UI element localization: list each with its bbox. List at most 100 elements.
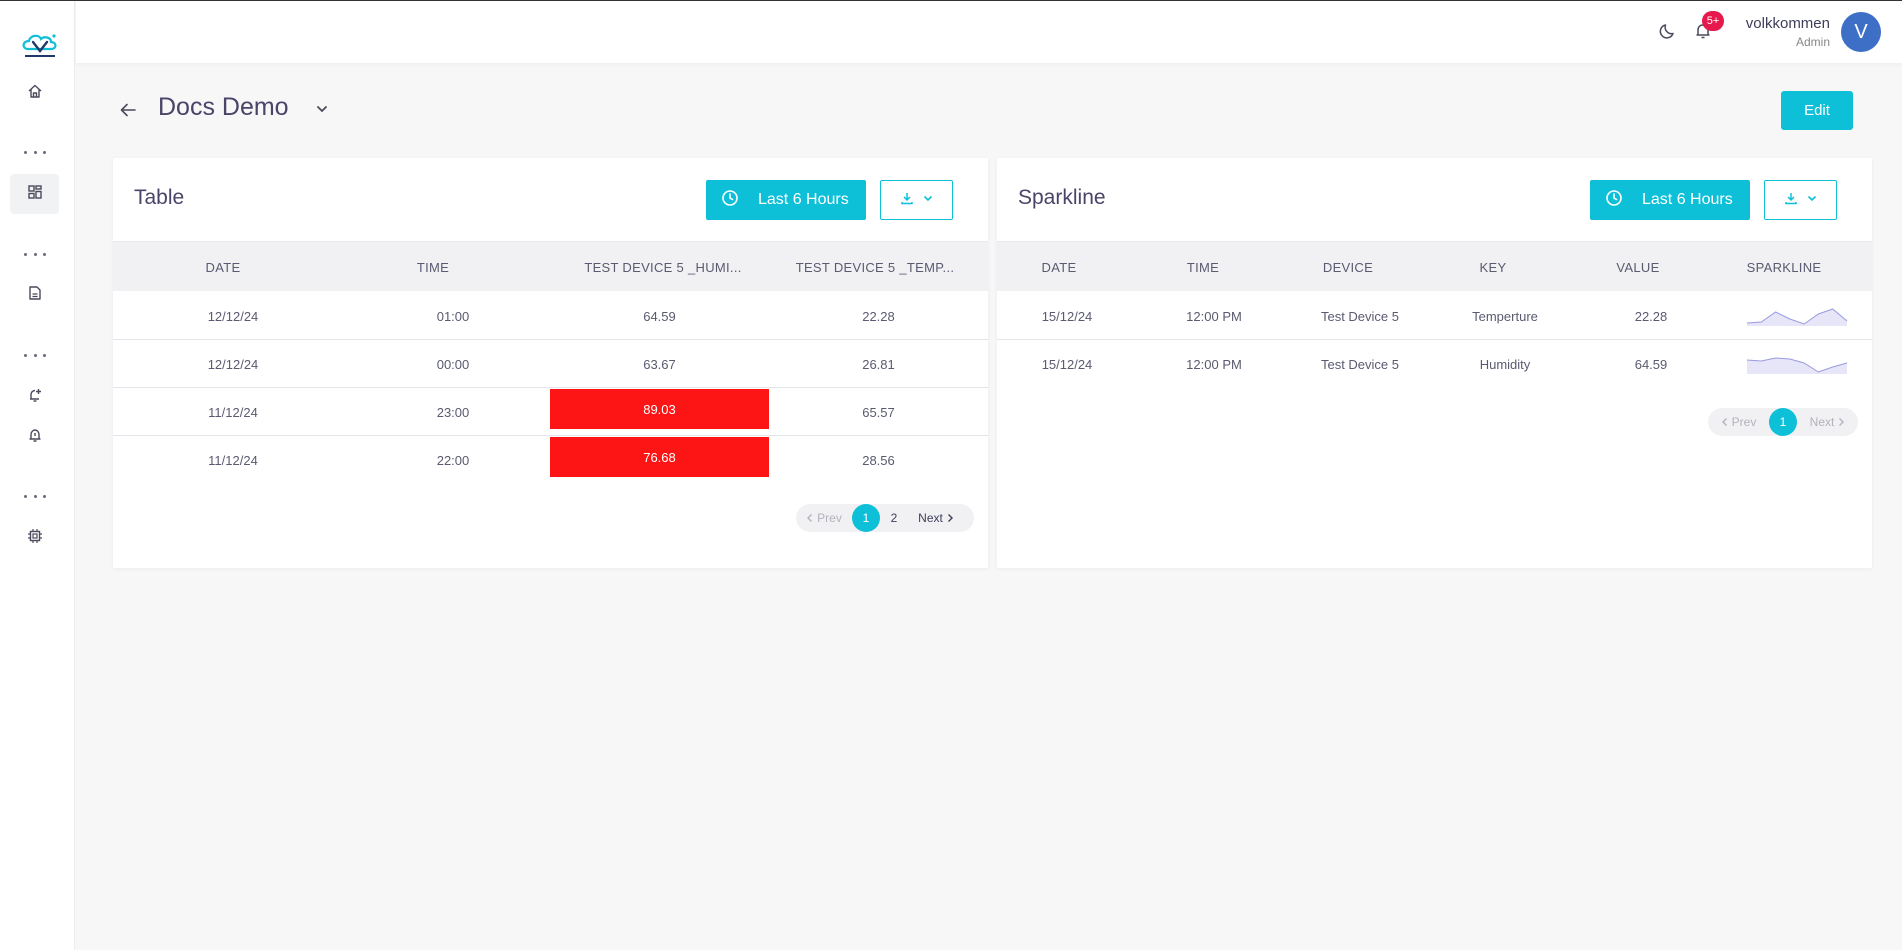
dashboard-icon bbox=[27, 184, 43, 205]
home-icon bbox=[27, 83, 43, 104]
page-1-button[interactable]: 1 bbox=[852, 504, 880, 532]
sparkline-line bbox=[1746, 308, 1848, 325]
sidebar-item-add-alarm[interactable] bbox=[10, 377, 59, 417]
cell-sparkline bbox=[1737, 340, 1857, 388]
pagination: Prev 1 Next bbox=[1708, 408, 1858, 436]
sidebar-item-alarms[interactable] bbox=[10, 417, 59, 457]
next-label: Next bbox=[918, 511, 943, 525]
report-icon bbox=[27, 285, 43, 306]
sparkline-widget-card: Sparkline Last 6 Hours DATE TIME DEVICE … bbox=[997, 158, 1872, 568]
table-row: 15/12/24 12:00 PM Test Device 5 Tempertu… bbox=[997, 292, 1872, 340]
cell-device: Test Device 5 bbox=[1320, 308, 1400, 324]
cell-device: Test Device 5 bbox=[1320, 356, 1400, 372]
cell-date: 12/12/24 bbox=[207, 308, 259, 324]
sidebar-section-dots bbox=[24, 350, 46, 360]
back-arrow-icon[interactable] bbox=[118, 100, 138, 125]
cell-humidity-alert: 76.68 bbox=[550, 437, 769, 477]
dashboard-switch-chevron-down-icon[interactable] bbox=[315, 102, 329, 121]
column-header-date[interactable]: DATE bbox=[1041, 259, 1077, 275]
prev-page-button[interactable]: Prev bbox=[1708, 408, 1769, 436]
cell-time: 22:00 bbox=[436, 452, 470, 468]
table-widget-card: Table Last 6 Hours DATE TIME TEST DEVICE… bbox=[113, 158, 988, 568]
cell-date: 11/12/24 bbox=[208, 404, 258, 420]
sparkline-area bbox=[1747, 309, 1847, 326]
cell-date: 11/12/24 bbox=[208, 452, 258, 468]
user-name[interactable]: volkkommen bbox=[1745, 15, 1830, 32]
avatar[interactable]: V bbox=[1841, 12, 1881, 52]
widget-title: Sparkline bbox=[1018, 186, 1106, 209]
cell-humidity-alert: 89.03 bbox=[550, 389, 769, 429]
page-1-button[interactable]: 1 bbox=[1769, 408, 1797, 436]
time-range-label: Last 6 Hours bbox=[758, 191, 849, 208]
sparkline-chart bbox=[1746, 357, 1848, 374]
cell-value: 64.59 bbox=[1634, 356, 1668, 372]
page-2-button[interactable]: 2 bbox=[890, 511, 898, 525]
cell-temperature: 28.56 bbox=[862, 452, 895, 468]
time-range-label: Last 6 Hours bbox=[1642, 191, 1733, 208]
cell-time: 12:00 PM bbox=[1186, 308, 1242, 324]
cell-humidity: 64.59 bbox=[643, 308, 676, 324]
column-header-date[interactable]: DATE bbox=[205, 259, 241, 275]
download-icon bbox=[900, 191, 914, 210]
time-range-button[interactable]: Last 6 Hours bbox=[1590, 180, 1750, 220]
column-header-time[interactable]: TIME bbox=[1186, 259, 1220, 275]
column-header-time[interactable]: TIME bbox=[416, 259, 450, 275]
prev-page-button[interactable]: Prev bbox=[796, 504, 852, 532]
sparkline-line bbox=[1746, 357, 1848, 373]
table-row: 12/12/24 00:00 63.67 26.81 bbox=[113, 340, 988, 388]
sidebar-item-home[interactable] bbox=[10, 73, 59, 113]
column-header-sparkline[interactable]: SPARKLINE bbox=[1746, 259, 1822, 275]
sidebar-item-dashboards[interactable] bbox=[10, 174, 59, 214]
column-header-device[interactable]: DEVICE bbox=[1322, 259, 1374, 275]
top-header: 5+ volkkommen Admin V bbox=[76, 1, 1902, 63]
pagination: Prev 1 2 Next bbox=[796, 504, 974, 532]
cell-value: 22.28 bbox=[1634, 308, 1668, 324]
download-dropdown-button[interactable] bbox=[1764, 180, 1837, 220]
sidebar-item-devices[interactable] bbox=[10, 518, 59, 558]
cell-time: 01:00 bbox=[436, 308, 470, 324]
sidebar-section-dots bbox=[24, 491, 46, 501]
next-label: Next bbox=[1809, 415, 1835, 429]
cell-time: 23:00 bbox=[436, 404, 470, 420]
next-page-button[interactable]: Next bbox=[1797, 408, 1858, 436]
dark-mode-moon-icon[interactable] bbox=[1658, 21, 1678, 46]
time-range-button[interactable]: Last 6 Hours bbox=[706, 180, 866, 220]
sidebar-item-reports[interactable] bbox=[10, 275, 59, 315]
cell-time: 00:00 bbox=[436, 356, 470, 372]
cell-date: 15/12/24 bbox=[1041, 356, 1093, 372]
table-header-row: DATE TIME DEVICE KEY VALUE SPARKLINE bbox=[997, 241, 1872, 291]
cell-sparkline bbox=[1737, 292, 1857, 340]
cell-date: 12/12/24 bbox=[207, 356, 259, 372]
cell-time: 12:00 PM bbox=[1186, 356, 1242, 372]
cell-humidity: 63.67 bbox=[643, 356, 676, 372]
next-page-button[interactable]: Next bbox=[908, 504, 964, 532]
cell-temperature: 22.28 bbox=[862, 308, 895, 324]
prev-label: Prev bbox=[1731, 415, 1757, 429]
sidebar bbox=[0, 1, 75, 950]
sidebar-section-dots bbox=[24, 249, 46, 259]
user-role: Admin bbox=[1795, 35, 1830, 49]
column-header-key[interactable]: KEY bbox=[1479, 259, 1507, 275]
column-header-humidity[interactable]: TEST DEVICE 5 _HUMI... bbox=[584, 259, 742, 275]
download-dropdown-button[interactable] bbox=[880, 180, 953, 220]
cell-temperature: 26.81 bbox=[862, 356, 895, 372]
column-header-value[interactable]: VALUE bbox=[1616, 259, 1660, 275]
prev-label: Prev bbox=[817, 511, 842, 525]
edit-button[interactable]: Edit bbox=[1781, 91, 1853, 130]
cell-key: Temperture bbox=[1472, 308, 1538, 324]
device-chip-icon bbox=[27, 528, 43, 549]
window-top-border bbox=[0, 0, 1902, 1]
table-row: 15/12/24 12:00 PM Test Device 5 Humidity… bbox=[997, 340, 1872, 388]
cell-temperature: 65.57 bbox=[862, 404, 895, 420]
brand-logo[interactable] bbox=[20, 31, 66, 67]
chevron-down-icon bbox=[922, 191, 934, 209]
sparkline-area bbox=[1747, 358, 1847, 374]
alarm-icon bbox=[27, 427, 43, 448]
widget-title: Table bbox=[134, 186, 185, 209]
cell-key: Humidity bbox=[1479, 356, 1531, 372]
sidebar-section-dots bbox=[24, 147, 46, 157]
cell-date: 15/12/24 bbox=[1041, 308, 1093, 324]
download-icon bbox=[1784, 191, 1798, 210]
add-alarm-icon bbox=[27, 387, 43, 408]
column-header-temperature[interactable]: TEST DEVICE 5 _TEMP... bbox=[795, 259, 955, 275]
